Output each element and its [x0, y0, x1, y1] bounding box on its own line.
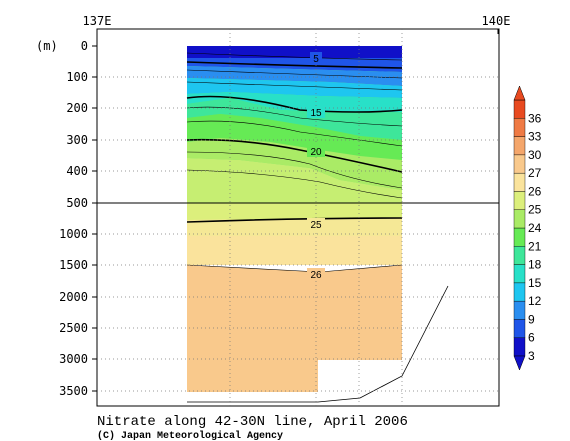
contour-label-bg [307, 268, 325, 280]
grid [97, 29, 499, 406]
contour-label: 15 [310, 108, 322, 119]
colorbar-swatch [513, 264, 526, 284]
chart-title: Nitrate along 42-30N line, April 2006 [97, 414, 408, 430]
contour-label: 26 [310, 270, 322, 281]
contour-label-bg [307, 106, 325, 118]
contour-label-bg [307, 145, 325, 157]
y-tick-label: 100 [66, 70, 88, 84]
colorbar-swatch [513, 319, 526, 338]
colorbar-top-arrow [513, 85, 526, 101]
y-tick-label: 1000 [59, 227, 88, 241]
colorbar-tick-label: 21 [528, 239, 542, 253]
y-tick-label: 200 [66, 101, 88, 115]
colorbar-swatch [513, 99, 526, 119]
y-tick-label: 300 [66, 133, 88, 147]
field-upper [187, 46, 402, 203]
contour-label: 20 [310, 147, 322, 158]
colorbar-tick-label: 3 [528, 349, 535, 363]
colorbar-tick-label: 30 [528, 148, 542, 162]
x-ticks [96, 29, 499, 34]
plot-frame [96, 28, 500, 407]
colorbar-tick-label: 6 [528, 331, 535, 345]
credit-line: (C) Japan Meteorological Agency [97, 430, 283, 441]
colorbar-tick-label: 25 [528, 203, 542, 217]
colorbar-tick-label: 36 [528, 111, 542, 125]
y-tick-label: 2000 [59, 290, 88, 304]
contour-label-bg [307, 218, 325, 230]
x-tick-label: 137E [83, 14, 112, 28]
field-lower [187, 203, 402, 392]
bottom-topography [187, 285, 449, 403]
y-tick-label: 400 [66, 164, 88, 178]
y-ticks [92, 45, 97, 392]
colorbar-tick-label: 33 [528, 130, 542, 144]
y-unit-label: (m) [36, 39, 58, 53]
y-tick-label: 3000 [59, 352, 88, 366]
colorbar-tick-label: 12 [528, 294, 542, 308]
colorbar-swatch [513, 300, 526, 320]
x-tick-label: 140E [482, 14, 511, 28]
colorbar-tick-label: 24 [528, 221, 542, 235]
y-tick-label: 0 [81, 39, 88, 53]
colorbar-tick-label: 18 [528, 258, 542, 272]
colorbar-swatch [513, 246, 526, 265]
colorbar-swatch [513, 209, 526, 229]
colorbar-swatch [513, 172, 526, 192]
y-tick-label: 2500 [59, 321, 88, 335]
y-tick-label: 1500 [59, 258, 88, 272]
colorbar-tick-label: 26 [528, 184, 542, 198]
colorbar-swatch [513, 191, 526, 210]
colorbar-swatch [513, 337, 526, 357]
colorbar-swatch [513, 154, 526, 174]
y-tick-label: 3500 [59, 384, 88, 398]
colorbar-tick-label: 15 [528, 276, 542, 290]
contour-label-bg [310, 52, 322, 64]
colorbar-swatch [513, 282, 526, 302]
colorbar-swatch [513, 136, 526, 156]
y-tick-label: 500 [66, 196, 88, 210]
contours-upper [186, 52, 403, 199]
colorbar-swatch [513, 227, 526, 247]
colorbar-tick-label: 27 [528, 166, 542, 180]
colorbar-swatch [513, 118, 526, 137]
contour-label: 5 [313, 54, 319, 65]
colorbar-tick-label: 9 [528, 312, 535, 326]
colorbar-bottom-arrow [513, 355, 526, 371]
contour-label: 25 [310, 220, 322, 231]
